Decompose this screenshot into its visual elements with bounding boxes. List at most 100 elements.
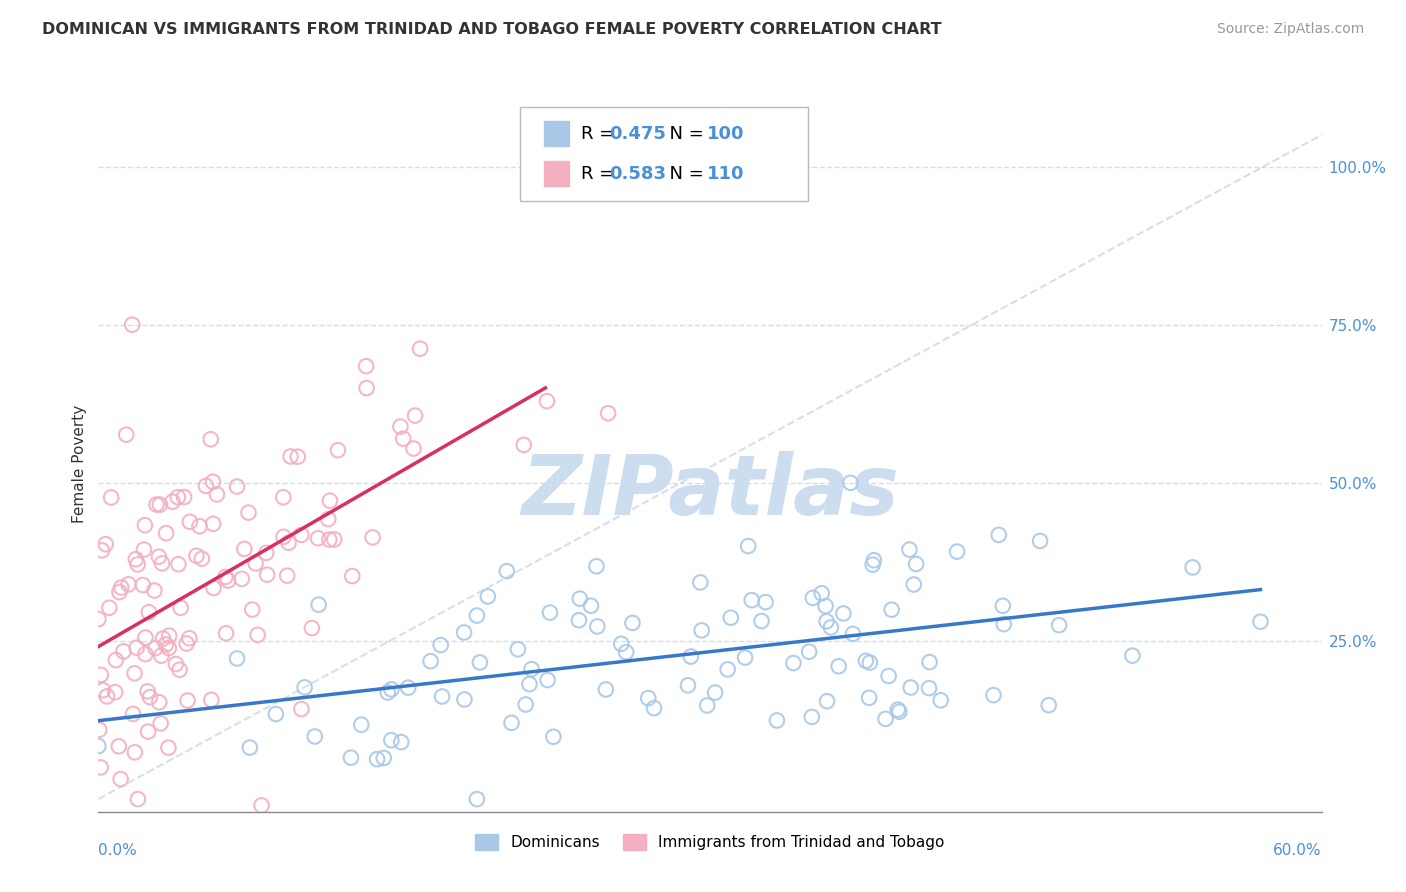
Point — [820, 620, 842, 634]
Point — [495, 564, 517, 578]
Point — [361, 530, 384, 544]
Point — [536, 673, 558, 687]
Point — [170, 600, 193, 615]
Point — [621, 615, 644, 630]
Text: Source: ZipAtlas.com: Source: ZipAtlas.com — [1216, 22, 1364, 37]
Text: 100: 100 — [707, 125, 745, 143]
Point — [614, 645, 637, 659]
Point — [290, 528, 312, 542]
Point — [389, 735, 412, 749]
Point — [124, 666, 146, 681]
Point — [173, 490, 195, 504]
Point — [132, 542, 155, 557]
Point — [506, 642, 529, 657]
Point — [782, 656, 804, 670]
Point — [176, 693, 198, 707]
Point — [287, 450, 309, 464]
Point — [246, 628, 269, 642]
Point — [304, 730, 326, 744]
Point — [162, 494, 184, 508]
Text: N =: N = — [658, 165, 710, 183]
Point — [377, 685, 399, 699]
Point — [112, 644, 135, 658]
Point — [186, 549, 208, 563]
Point — [150, 648, 173, 663]
Point — [179, 515, 201, 529]
Point — [294, 681, 316, 695]
Point — [316, 512, 339, 526]
Point — [1181, 560, 1204, 574]
Text: R =: R = — [581, 165, 620, 183]
Point — [690, 624, 713, 638]
Point — [404, 409, 426, 423]
Point — [568, 591, 591, 606]
Point — [110, 581, 132, 595]
Point — [238, 506, 260, 520]
Point — [610, 637, 633, 651]
Point — [800, 710, 823, 724]
Point — [100, 491, 122, 505]
Point — [239, 740, 262, 755]
Point — [90, 760, 112, 774]
Point — [568, 613, 591, 627]
Point — [595, 682, 617, 697]
Point — [991, 599, 1014, 613]
Point — [1038, 698, 1060, 713]
Point — [233, 541, 256, 556]
Point — [136, 684, 159, 698]
Point — [859, 656, 882, 670]
Point — [127, 558, 149, 572]
Point — [430, 690, 453, 704]
Point — [188, 519, 211, 533]
Text: N =: N = — [658, 125, 710, 143]
Point — [737, 539, 759, 553]
Point — [205, 487, 228, 501]
Point — [827, 659, 849, 673]
Point — [148, 695, 170, 709]
Point — [855, 654, 877, 668]
Point — [134, 631, 156, 645]
Point — [1029, 533, 1052, 548]
Text: 60.0%: 60.0% — [1274, 843, 1322, 858]
Point — [308, 598, 330, 612]
Point — [585, 559, 607, 574]
Point — [90, 668, 112, 682]
Point — [202, 516, 225, 531]
Point — [91, 543, 114, 558]
Text: ZIPatlas: ZIPatlas — [522, 451, 898, 533]
Point — [215, 626, 238, 640]
Point — [983, 688, 1005, 702]
Point — [202, 581, 225, 595]
Point — [98, 600, 121, 615]
Point — [918, 681, 941, 695]
Point — [194, 479, 217, 493]
Point — [231, 572, 253, 586]
Point — [214, 570, 236, 584]
Point — [704, 685, 727, 699]
Point — [318, 533, 340, 547]
Point — [117, 577, 139, 591]
Point — [801, 591, 824, 605]
Point — [751, 614, 773, 628]
Legend: Dominicans, Immigrants from Trinidad and Tobago: Dominicans, Immigrants from Trinidad and… — [470, 828, 950, 856]
Point — [858, 690, 880, 705]
Text: 0.583: 0.583 — [609, 165, 666, 183]
Point — [148, 549, 170, 564]
Point — [797, 645, 820, 659]
Text: 0.0%: 0.0% — [98, 843, 138, 858]
Point — [254, 546, 277, 560]
Point — [898, 542, 921, 557]
Point — [217, 574, 239, 588]
Point — [741, 593, 763, 607]
Point — [200, 693, 222, 707]
Point — [167, 558, 190, 572]
Point — [307, 531, 329, 545]
Point — [1249, 615, 1271, 629]
Point — [179, 632, 201, 646]
Text: DOMINICAN VS IMMIGRANTS FROM TRINIDAD AND TOBAGO FEMALE POVERTY CORRELATION CHAR: DOMINICAN VS IMMIGRANTS FROM TRINIDAD AN… — [42, 22, 942, 37]
Point — [290, 702, 312, 716]
Point — [110, 772, 132, 786]
Point — [815, 694, 838, 708]
Point — [465, 608, 488, 623]
Point — [87, 739, 110, 753]
